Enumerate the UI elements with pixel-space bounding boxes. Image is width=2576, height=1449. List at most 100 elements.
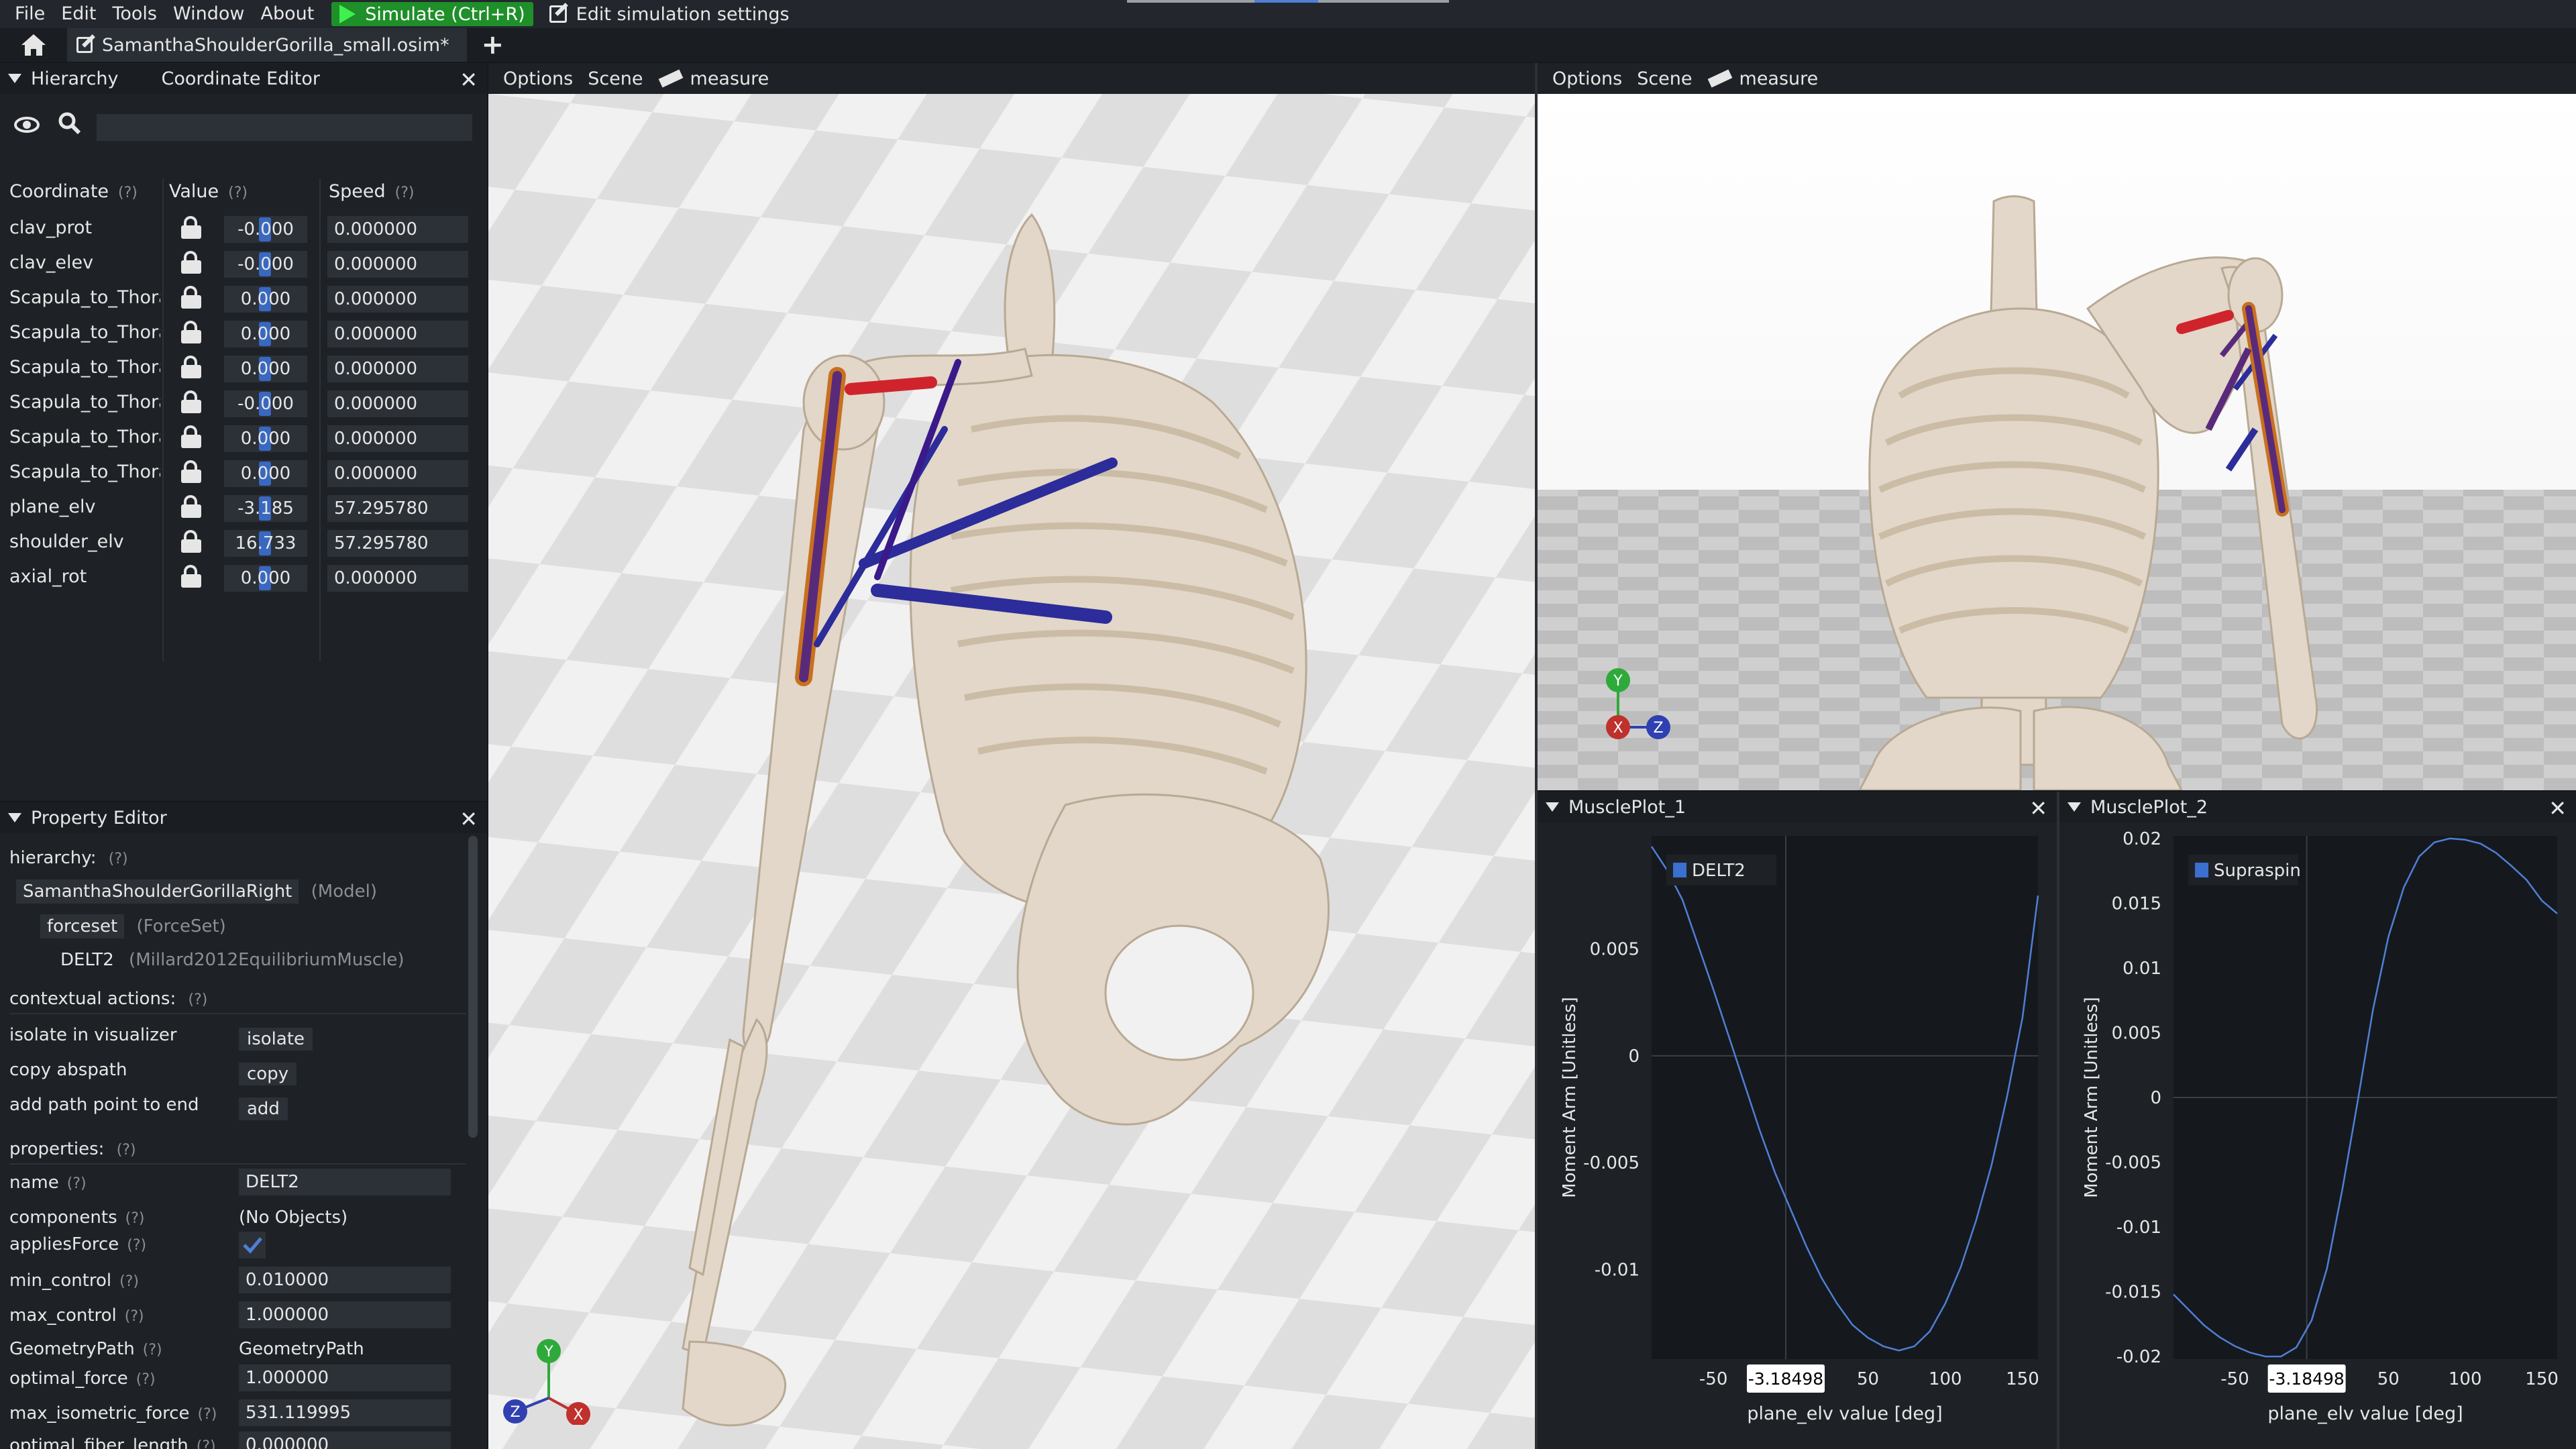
help-marker[interactable]: (?) [188,991,208,1008]
close-icon[interactable]: ✕ [2029,796,2047,821]
splitter[interactable] [2057,792,2059,1449]
slider-handle[interactable] [259,427,271,451]
unlock-icon[interactable] [180,251,203,274]
viewport-scene-menu[interactable]: Scene [1637,68,1693,89]
skeleton-scene[interactable] [488,94,1535,1449]
muscle-supraspin[interactable] [845,376,937,395]
muscle-delt2[interactable] [799,371,842,682]
coordinate-speed-field[interactable]: 0.000000 [327,565,468,592]
viewport-measure-button[interactable]: measure [1739,68,1819,89]
coordinate-speed-field[interactable]: 0.000000 [327,390,468,417]
close-icon[interactable]: ✕ [2548,796,2567,821]
3d-viewport-main[interactable]: Options Scene measure [488,63,1535,1449]
tab-hierarchy[interactable]: Hierarchy [31,68,119,89]
help-marker[interactable]: (?) [197,1406,217,1423]
slider-handle[interactable] [259,322,271,346]
home-tab[interactable] [0,28,67,62]
property-max-isometric-force-input[interactable]: 531.119995 [239,1399,451,1426]
muscle-teres[interactable] [874,359,961,580]
help-marker[interactable]: (?) [116,1142,136,1159]
coordinate-value-slider[interactable]: 16.733 [224,530,307,557]
slider-handle[interactable] [259,531,271,555]
coordinate-speed-field[interactable]: 0.000000 [327,321,468,347]
coordinate-value-slider[interactable]: 0.000 [224,460,307,487]
coordinate-speed-field[interactable]: 0.000000 [327,251,468,278]
contextual-action-add-button[interactable]: add [239,1097,288,1120]
3d-viewport-back[interactable]: Options Scene measure [1538,63,2576,790]
contextual-action-isolate-button[interactable]: isolate [239,1028,313,1051]
help-marker[interactable]: (?) [125,1210,145,1227]
coordinate-speed-field[interactable]: 0.000000 [327,425,468,452]
slider-handle[interactable] [259,392,271,416]
help-marker[interactable]: (?) [66,1175,87,1192]
coordinate-speed-field[interactable]: 0.000000 [327,286,468,313]
menu-window[interactable]: Window [173,3,245,24]
edit-simulation-settings-button[interactable]: Edit simulation settings [543,2,796,26]
slider-handle[interactable] [259,217,271,241]
muscle[interactable] [2219,320,2251,358]
help-marker[interactable]: (?) [142,1342,162,1358]
close-icon[interactable]: ✕ [460,67,478,93]
tab-coordinate-editor[interactable]: Coordinate Editor [161,68,321,89]
muscle-plot-2-chart[interactable]: 0.02 0.015 0.01 0.005 0 -0.005 -0.01 -0.015 -0.0… [2059,822,2576,1449]
coordinate-value-slider[interactable]: 0.000 [224,286,307,313]
help-marker[interactable]: (?) [119,1273,139,1290]
property-applies-force-checkbox[interactable] [239,1232,266,1258]
unlock-icon[interactable] [180,495,203,518]
muscle-supraspin[interactable] [2176,310,2234,334]
slider-handle[interactable] [259,566,271,590]
skeleton-scene-back[interactable] [1538,94,2576,790]
viewport-options-menu[interactable]: Options [1552,68,1623,89]
coordinate-speed-field[interactable]: 0.000000 [327,460,468,487]
coordinate-value-slider[interactable]: -0.000 [224,251,307,278]
help-marker[interactable]: (?) [228,184,248,201]
muscle-coracobrachialis[interactable] [814,426,948,647]
simulate-button[interactable]: Simulate (Ctrl+R) [331,2,533,26]
collapse-icon[interactable] [8,74,21,83]
splitter[interactable] [1535,63,1538,1449]
unlock-icon[interactable] [180,321,203,343]
coordinate-value-slider[interactable]: -0.000 [224,216,307,243]
menu-about[interactable]: About [260,3,315,24]
slider-handle[interactable] [259,252,271,276]
slider-handle[interactable] [259,357,271,381]
add-tab-button[interactable]: + [481,30,504,60]
muscle[interactable] [2205,347,2252,431]
coordinate-value-slider[interactable]: -3.185 [224,495,307,522]
help-marker[interactable]: (?) [124,1308,144,1325]
muscle-latissimus[interactable] [871,584,1112,624]
property-optimal-fiber-length-input[interactable]: 0.000000 [239,1432,451,1449]
coordinate-value-slider[interactable]: 0.000 [224,356,307,382]
menu-tools[interactable]: Tools [112,3,157,24]
unlock-icon[interactable] [180,286,203,309]
viewport-measure-button[interactable]: measure [690,68,769,89]
coordinate-value-slider[interactable]: 0.000 [224,321,307,347]
unlock-icon[interactable] [180,356,203,378]
plot-area[interactable] [1652,836,2038,1359]
hierarchy-model-button[interactable]: SamanthaShoulderGorillaRight [16,879,299,904]
property-min-control-input[interactable]: 0.010000 [239,1267,451,1293]
unlock-icon[interactable] [180,390,203,413]
contextual-action-copy-button[interactable]: copy [239,1063,297,1085]
coordinate-speed-field[interactable]: 0.000000 [327,216,468,243]
scrollbar[interactable] [468,836,478,1138]
unlock-icon[interactable] [180,425,203,448]
unlock-icon[interactable] [180,216,203,239]
unlock-icon[interactable] [180,565,203,588]
hierarchy-forceset-button[interactable]: forceset [40,914,125,938]
collapse-icon[interactable] [8,813,21,822]
help-marker[interactable]: (?) [118,184,138,201]
model-file-tab[interactable]: SamanthaShoulderGorilla_small.osim* [67,28,467,62]
coordinate-value-slider[interactable]: -0.000 [224,390,307,417]
help-marker[interactable]: (?) [127,1237,147,1254]
unlock-icon[interactable] [180,460,203,483]
slider-handle[interactable] [259,287,271,311]
close-icon[interactable]: ✕ [460,806,478,832]
series-line-delt2[interactable] [1650,846,2039,1352]
menu-file[interactable]: File [15,3,46,24]
series-line-supraspin[interactable] [2173,837,2558,1358]
muscle-delt2[interactable] [2245,305,2286,513]
help-marker[interactable]: (?) [136,1371,156,1388]
coordinate-value-slider[interactable]: 0.000 [224,565,307,592]
help-marker[interactable]: (?) [196,1438,216,1449]
